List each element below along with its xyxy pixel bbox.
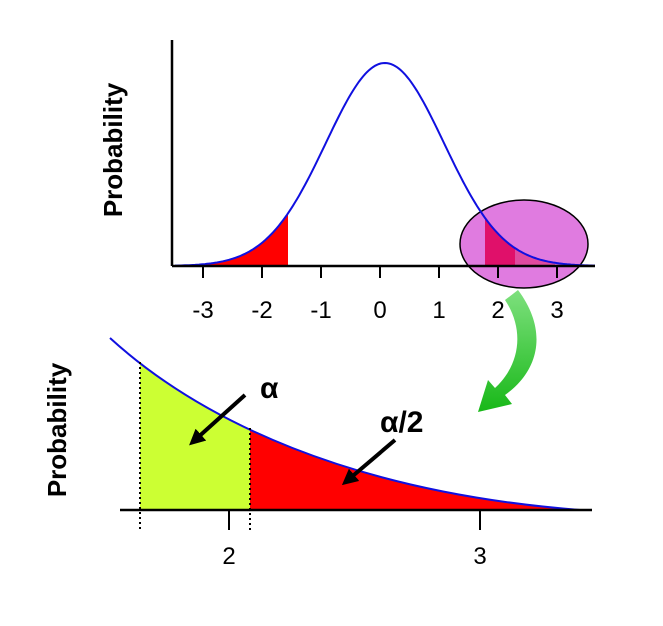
x-tick-label: -2 xyxy=(251,297,272,324)
alpha-label: α xyxy=(260,372,279,405)
left-tail xyxy=(175,63,288,266)
alpha-half-label: α/2 xyxy=(380,406,423,439)
arrow xyxy=(341,438,397,486)
curve xyxy=(109,337,581,511)
top-plot: Probability xyxy=(98,40,595,289)
x-tick-label: 2 xyxy=(491,297,504,324)
y-label: Probability xyxy=(98,82,128,217)
zoom-ellipse xyxy=(459,199,589,289)
alpha-half-region xyxy=(250,338,580,510)
x-tick-label: 1 xyxy=(432,297,445,324)
x-tick-label: -3 xyxy=(192,297,213,324)
x-tick-label: 0 xyxy=(373,297,386,324)
y-label: Probability xyxy=(42,362,72,497)
x-tick-label: 2 xyxy=(222,543,235,570)
x-tick-label: 3 xyxy=(550,297,563,324)
curve xyxy=(175,61,595,267)
zoom-arrow xyxy=(478,290,537,412)
x-tick-label: -1 xyxy=(310,297,331,324)
x-tick-label: 3 xyxy=(473,543,486,570)
arrow xyxy=(189,393,247,446)
bottom-plot: α α/2 Probability xyxy=(42,337,592,532)
